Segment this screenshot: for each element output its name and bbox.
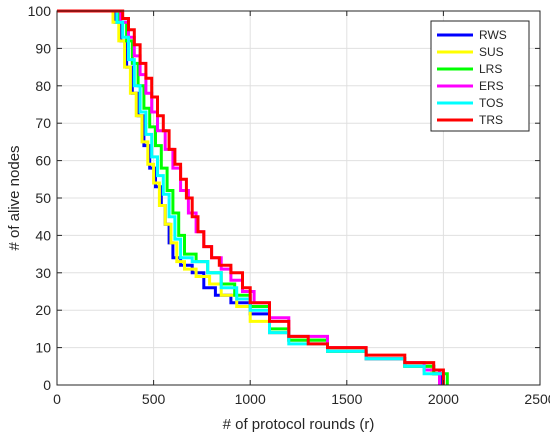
legend-label-rws: RWS [479, 28, 507, 42]
legend-label-ers: ERS [479, 79, 504, 93]
grid-lines [56, 10, 541, 386]
x-tick-label: 0 [53, 391, 61, 407]
legend-label-trs: TRS [479, 113, 503, 127]
y-tick-label: 100 [28, 3, 52, 19]
series-line-trs [57, 9, 445, 385]
y-tick-label: 10 [35, 340, 51, 356]
legend: RWS SUS LRS ERS TOS TRS [430, 20, 530, 132]
x-tick-label: 2000 [428, 391, 459, 407]
y-tick-label: 0 [43, 377, 51, 393]
legend-label-sus: SUS [479, 45, 504, 59]
x-tick-label: 1000 [235, 391, 266, 407]
series-line-tos [57, 9, 445, 385]
legend-label-tos: TOS [479, 96, 503, 110]
y-tick-label: 20 [35, 302, 51, 318]
x-tick-label: 500 [142, 391, 166, 407]
series-layer [57, 9, 449, 385]
axes [56, 10, 541, 386]
x-tick-label: 1500 [331, 391, 362, 407]
y-tick-label: 40 [35, 227, 51, 243]
legend-label-lrs: LRS [479, 62, 502, 76]
y-tick-label: 90 [35, 40, 51, 56]
y-axis-label: # of alive nodes [6, 145, 23, 250]
y-tick-label: 30 [35, 265, 51, 281]
y-tick-label: 50 [35, 190, 51, 206]
y-tick-label: 80 [35, 78, 51, 94]
y-tick-label: 60 [35, 153, 51, 169]
y-tick-label: 70 [35, 115, 51, 131]
legend-box [430, 20, 530, 132]
x-axis-label: # of protocol rounds (r) [223, 416, 375, 433]
